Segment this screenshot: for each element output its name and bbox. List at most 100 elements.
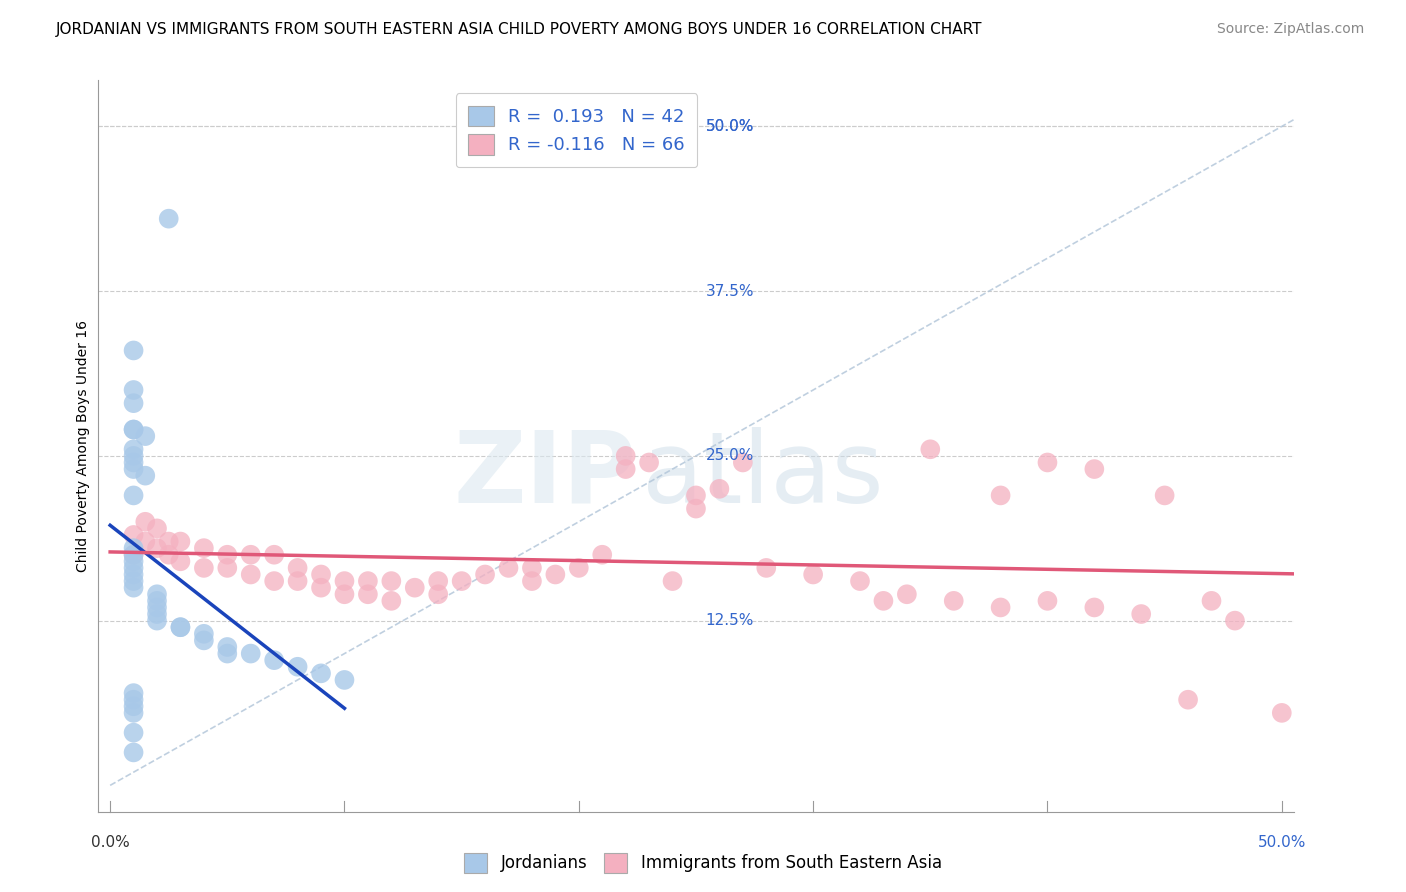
Point <box>872 594 894 608</box>
Point <box>134 515 156 529</box>
Text: JORDANIAN VS IMMIGRANTS FROM SOUTH EASTERN ASIA CHILD POVERTY AMONG BOYS UNDER 1: JORDANIAN VS IMMIGRANTS FROM SOUTH EASTE… <box>56 22 983 37</box>
Point <box>685 501 707 516</box>
Point <box>450 574 472 588</box>
Point <box>122 574 145 588</box>
Point <box>755 561 778 575</box>
Text: ZIP: ZIP <box>453 426 636 524</box>
Point <box>146 614 169 628</box>
Point <box>169 620 191 634</box>
Point <box>661 574 683 588</box>
Point <box>122 548 145 562</box>
Point <box>146 541 169 556</box>
Point <box>333 673 356 687</box>
Point <box>614 462 637 476</box>
Y-axis label: Child Poverty Among Boys Under 16: Child Poverty Among Boys Under 16 <box>76 320 90 572</box>
Point <box>193 633 215 648</box>
Point <box>122 548 145 562</box>
Point <box>1223 614 1246 628</box>
Point <box>169 620 191 634</box>
Text: Source: ZipAtlas.com: Source: ZipAtlas.com <box>1216 22 1364 37</box>
Point <box>134 429 156 443</box>
Point <box>146 607 169 621</box>
Point <box>134 534 156 549</box>
Point <box>122 462 145 476</box>
Text: 12.5%: 12.5% <box>706 613 754 628</box>
Point <box>122 423 145 437</box>
Point <box>122 725 145 739</box>
Point <box>333 574 356 588</box>
Point <box>1130 607 1153 621</box>
Point <box>1036 594 1059 608</box>
Point <box>122 528 145 542</box>
Legend: Jordanians, Immigrants from South Eastern Asia: Jordanians, Immigrants from South Easter… <box>457 847 949 880</box>
Point <box>146 594 169 608</box>
Point <box>1153 488 1175 502</box>
Point <box>193 541 215 556</box>
Point <box>239 567 262 582</box>
Point <box>1083 600 1105 615</box>
Point <box>1083 462 1105 476</box>
Point <box>146 600 169 615</box>
Point <box>157 211 180 226</box>
Point <box>122 561 145 575</box>
Point <box>896 587 918 601</box>
Point <box>1036 455 1059 469</box>
Point <box>122 488 145 502</box>
Text: 50.0%: 50.0% <box>706 119 754 134</box>
Point <box>520 561 543 575</box>
Text: 50.0%: 50.0% <box>1257 836 1306 850</box>
Point <box>263 653 285 667</box>
Point <box>193 561 215 575</box>
Point <box>333 587 356 601</box>
Point <box>217 640 239 654</box>
Point <box>122 383 145 397</box>
Point <box>217 561 239 575</box>
Point <box>309 666 332 681</box>
Point <box>122 699 145 714</box>
Text: 37.5%: 37.5% <box>706 284 754 299</box>
Point <box>427 574 450 588</box>
Point <box>591 548 613 562</box>
Point <box>380 574 402 588</box>
Point <box>990 488 1012 502</box>
Point <box>638 455 661 469</box>
Point <box>122 455 145 469</box>
Point <box>287 561 309 575</box>
Point <box>801 567 824 582</box>
Point <box>920 442 942 457</box>
Point <box>122 746 145 760</box>
Point <box>357 587 380 601</box>
Point <box>122 343 145 358</box>
Point <box>568 561 591 575</box>
Point <box>263 574 285 588</box>
Point <box>122 396 145 410</box>
Point <box>122 706 145 720</box>
Point <box>122 554 145 568</box>
Text: 25.0%: 25.0% <box>706 449 754 463</box>
Point <box>122 442 145 457</box>
Legend: R =  0.193   N = 42, R = -0.116   N = 66: R = 0.193 N = 42, R = -0.116 N = 66 <box>456 93 697 167</box>
Point <box>217 548 239 562</box>
Point <box>498 561 520 575</box>
Point <box>169 534 191 549</box>
Point <box>849 574 872 588</box>
Point <box>146 521 169 535</box>
Point <box>146 587 169 601</box>
Point <box>474 567 496 582</box>
Point <box>239 548 262 562</box>
Point <box>309 567 332 582</box>
Point <box>1271 706 1294 720</box>
Point <box>614 449 637 463</box>
Point <box>1177 692 1199 706</box>
Point <box>157 548 180 562</box>
Point <box>287 574 309 588</box>
Point <box>239 647 262 661</box>
Point <box>1201 594 1223 608</box>
Point <box>309 581 332 595</box>
Point <box>122 686 145 700</box>
Point <box>157 534 180 549</box>
Point <box>520 574 543 588</box>
Point <box>122 567 145 582</box>
Point <box>122 449 145 463</box>
Point <box>217 647 239 661</box>
